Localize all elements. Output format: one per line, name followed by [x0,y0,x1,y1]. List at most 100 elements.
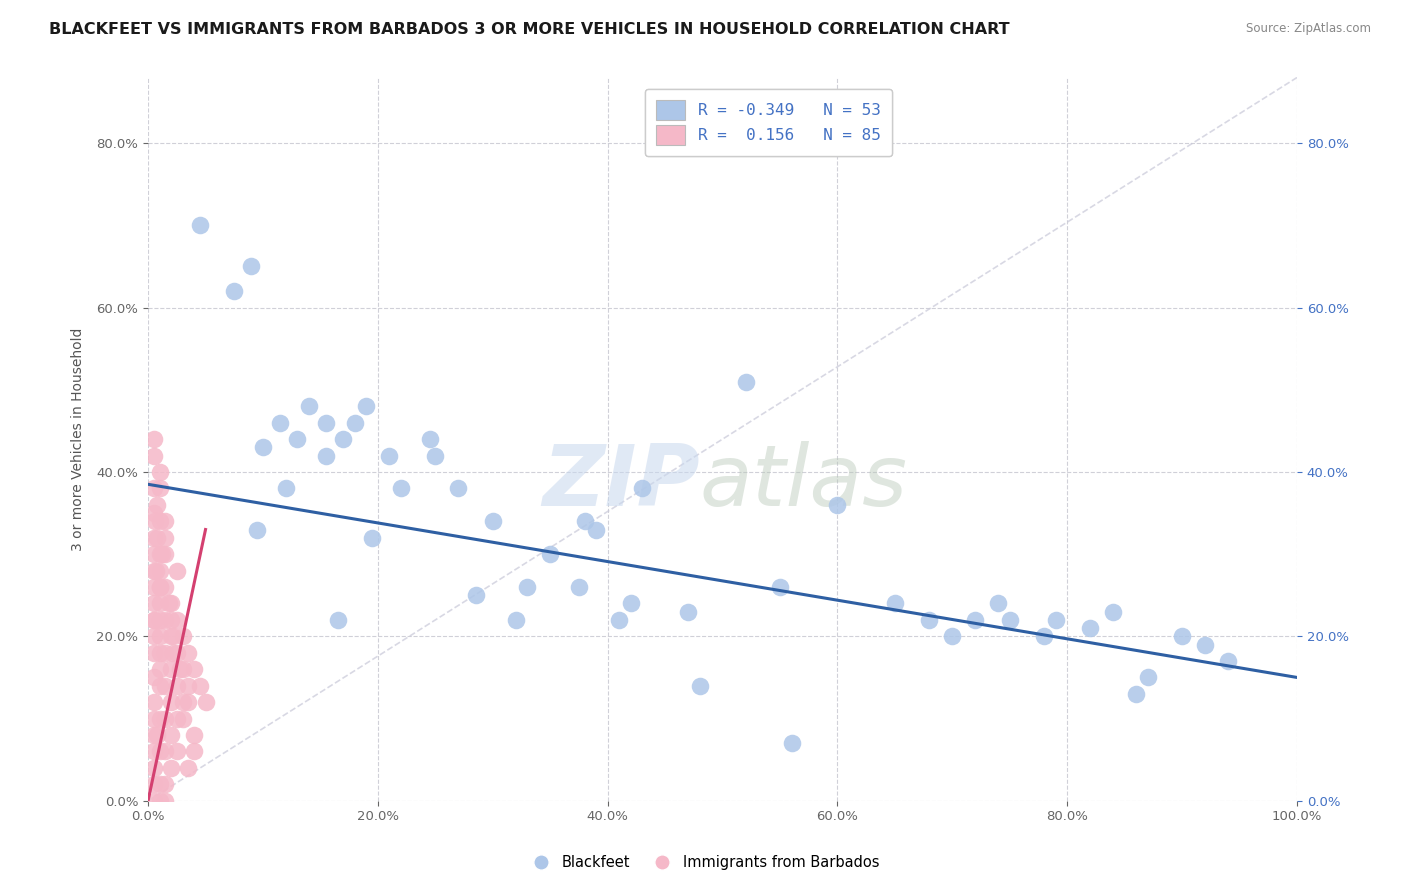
Point [315,449,337,463]
Point [998,613,1021,627]
Point [734,375,756,389]
Point [146,531,169,545]
Point [142,432,165,446]
Point [160,629,183,643]
Point [183,744,205,758]
Point [965,613,987,627]
Point [183,662,205,676]
Point [142,646,165,660]
Point [1045,613,1067,627]
Point [620,597,643,611]
Point [1033,629,1056,643]
Point [148,580,170,594]
Point [177,679,200,693]
Point [188,219,211,233]
Point [631,482,654,496]
Point [172,629,194,643]
Legend: Blackfeet, Immigrants from Barbados: Blackfeet, Immigrants from Barbados [520,849,886,876]
Point [464,588,486,602]
Point [148,777,170,791]
Point [361,531,384,545]
Point [343,416,366,430]
Point [155,547,177,561]
Point [516,580,538,594]
Point [827,498,849,512]
Point [166,613,188,627]
Point [505,613,527,627]
Point [142,728,165,742]
Point [1136,670,1159,684]
Point [142,613,165,627]
Point [148,547,170,561]
Point [160,695,183,709]
Point [142,482,165,496]
Point [240,260,263,274]
Point [172,662,194,676]
Point [166,564,188,578]
Point [356,399,378,413]
Point [148,679,170,693]
Point [378,449,401,463]
Point [148,744,170,758]
Point [148,514,170,528]
Point [142,597,165,611]
Point [177,761,200,775]
Point [148,597,170,611]
Point [274,482,297,496]
Y-axis label: 3 or more Vehicles in Household: 3 or more Vehicles in Household [72,327,86,550]
Point [1171,629,1194,643]
Point [269,416,291,430]
Point [142,744,165,758]
Point [142,777,165,791]
Point [142,580,165,594]
Point [142,613,165,627]
Point [941,629,963,643]
Point [148,564,170,578]
Point [538,547,561,561]
Point [326,613,349,627]
Point [287,432,309,446]
Point [166,712,188,726]
Point [142,531,165,545]
Point [160,662,183,676]
Point [145,564,167,578]
Point [252,440,274,454]
Point [142,449,165,463]
Text: Source: ZipAtlas.com: Source: ZipAtlas.com [1246,22,1371,36]
Point [419,432,441,446]
Point [780,736,803,750]
Point [148,646,170,660]
Point [194,695,217,709]
Point [246,523,269,537]
Point [148,580,170,594]
Point [155,531,177,545]
Point [148,794,170,808]
Point [447,482,470,496]
Point [148,465,170,479]
Point [607,613,630,627]
Point [1194,638,1216,652]
Point [884,597,907,611]
Point [177,695,200,709]
Point [148,613,170,627]
Point [155,777,177,791]
Point [332,432,354,446]
Point [155,514,177,528]
Point [142,547,165,561]
Point [169,662,191,676]
Point [166,646,188,660]
Point [142,506,165,520]
Point [188,679,211,693]
Point [160,613,183,627]
Point [987,597,1010,611]
Point [155,580,177,594]
Point [689,679,711,693]
Point [162,629,184,643]
Point [143,514,166,528]
Point [148,662,170,676]
Point [142,629,165,643]
Point [155,744,177,758]
Point [142,670,165,684]
Text: atlas: atlas [700,441,908,524]
Point [676,605,699,619]
